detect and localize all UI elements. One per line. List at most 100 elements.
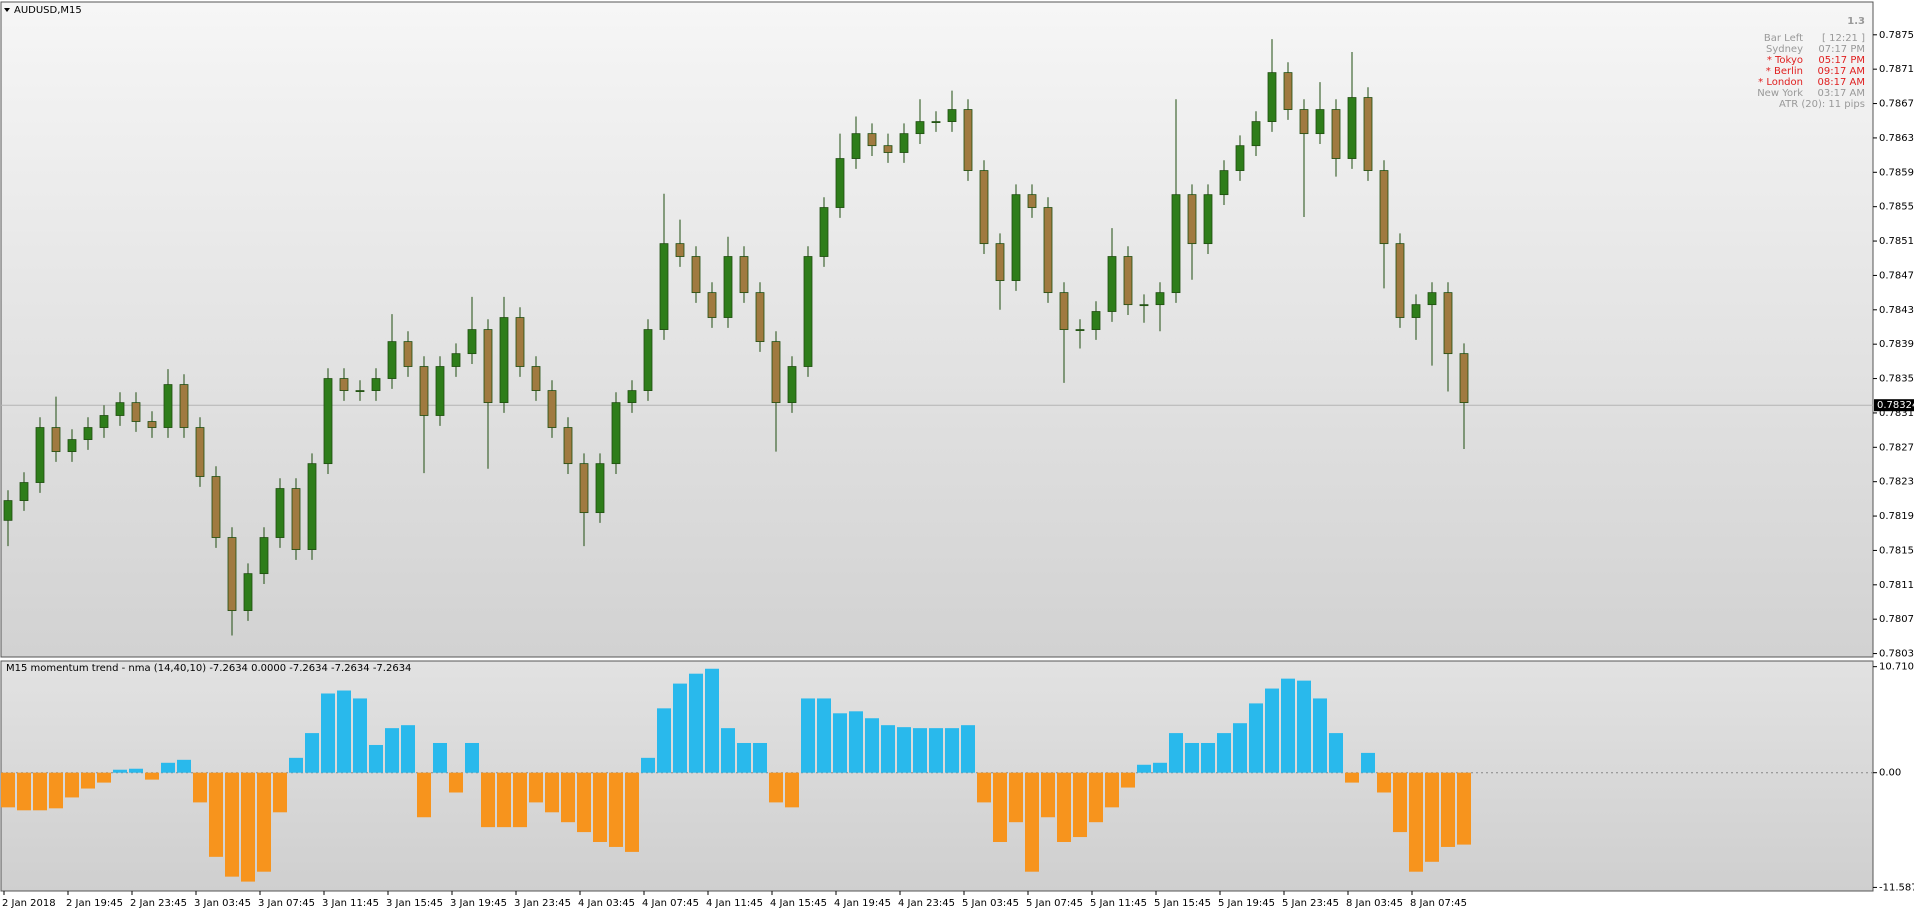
histogram-bar	[769, 772, 783, 803]
histogram-bar	[353, 698, 367, 773]
histogram-bar	[1265, 688, 1279, 773]
candle-body	[1331, 109, 1341, 159]
x-tick-label: 2 Jan 19:45	[66, 898, 123, 909]
candle-body	[195, 427, 205, 477]
histogram-bar	[241, 772, 255, 882]
candle-body	[979, 170, 989, 245]
menu-arrow[interactable]	[4, 8, 10, 12]
histogram-bar	[593, 772, 607, 842]
candle-body	[403, 341, 413, 367]
indicator-panel	[0, 660, 1874, 892]
histogram-bar	[577, 772, 591, 833]
candle-body	[147, 421, 157, 428]
histogram-bar	[1153, 762, 1167, 773]
histogram-bar	[49, 772, 63, 809]
candle-body	[355, 390, 365, 392]
info-value: 03:17 AM	[1818, 88, 1865, 99]
histogram-bar	[1249, 703, 1263, 773]
x-tick-label: 5 Jan 23:45	[1282, 898, 1339, 909]
histogram-bar	[273, 772, 287, 813]
candle-body	[771, 341, 781, 404]
main-panel	[0, 1, 1874, 658]
histogram-bar	[225, 772, 239, 877]
candle-body	[435, 366, 445, 416]
y-tick-label: 0.78715	[1879, 64, 1914, 75]
histogram-bar	[785, 772, 799, 808]
histogram-bar	[1393, 772, 1407, 833]
candle-body	[51, 427, 61, 453]
histogram-bar	[1073, 772, 1087, 838]
histogram-bar	[449, 772, 463, 793]
y-tick-label: -11.5872	[1879, 882, 1914, 893]
info-panel: 1.3 Bar Left [ 12:21 ] Sydney 07:17 PM * Toky…	[1757, 16, 1865, 110]
y-tick-label: 0.78395	[1879, 339, 1914, 350]
candle-body	[1395, 243, 1405, 318]
candle-body	[1267, 72, 1277, 122]
histogram-bar	[1009, 772, 1023, 823]
histogram-bar	[993, 772, 1007, 842]
candle-body	[3, 500, 13, 521]
candle-body	[803, 256, 813, 367]
candle-body	[467, 329, 477, 355]
candle-body	[1235, 145, 1245, 171]
candle-body	[1043, 207, 1053, 294]
candle-body	[419, 366, 429, 416]
histogram-bar	[145, 772, 159, 780]
histogram-bar	[1089, 772, 1103, 823]
candle-body	[963, 109, 973, 171]
candle-body	[1347, 97, 1357, 159]
candle-body	[67, 439, 77, 453]
candle-body	[275, 488, 285, 538]
candle-body	[115, 402, 125, 416]
candle-body	[563, 427, 573, 465]
histogram-bar	[1457, 772, 1471, 845]
y-tick-label: 0.78275	[1879, 442, 1914, 453]
candle-body	[883, 145, 893, 153]
y-tick-label: 0.78155	[1879, 545, 1914, 556]
histogram-bar	[1377, 772, 1391, 793]
candle-body	[323, 378, 333, 465]
x-tick-label: 3 Jan 07:45	[258, 898, 315, 909]
histogram-bar	[129, 768, 143, 773]
x-tick-label: 8 Jan 07:45	[1410, 898, 1467, 909]
histogram-bar	[33, 772, 47, 811]
candle-body	[1459, 353, 1469, 404]
candle-body	[547, 390, 557, 428]
histogram-bar	[417, 772, 431, 818]
histogram-bar	[1057, 772, 1071, 842]
candle-body	[1443, 292, 1453, 355]
x-tick-label: 4 Jan 15:45	[770, 898, 827, 909]
y-tick-label: 0.78435	[1879, 305, 1914, 316]
info-label: * Berlin	[1766, 66, 1803, 77]
candle-body	[755, 292, 765, 343]
histogram-bar	[161, 762, 175, 773]
info-value: 07:17 PM	[1818, 44, 1865, 55]
histogram-bar	[1185, 742, 1199, 773]
histogram-bar	[1137, 764, 1151, 773]
candle-body	[483, 329, 493, 404]
histogram-bar	[1041, 772, 1055, 818]
histogram-bar	[961, 725, 975, 773]
candle-body	[371, 378, 381, 391]
histogram-bar	[897, 727, 911, 773]
candle-body	[99, 415, 109, 428]
histogram-bar	[465, 742, 479, 773]
candle-body	[611, 402, 621, 465]
candle-body	[387, 341, 397, 379]
x-tick-label: 3 Jan 11:45	[322, 898, 379, 909]
x-tick-label: 5 Jan 11:45	[1090, 898, 1147, 909]
candle-body	[723, 256, 733, 318]
info-label: * London	[1758, 77, 1803, 88]
histogram-bar	[385, 728, 399, 773]
histogram-bar	[721, 728, 735, 773]
candle-body	[1379, 170, 1389, 245]
histogram-bar	[641, 757, 655, 773]
histogram-bar	[977, 772, 991, 803]
histogram-bar	[337, 690, 351, 773]
histogram-bar	[513, 772, 527, 828]
y-tick-label: 0.78555	[1879, 202, 1914, 213]
histogram-bar	[497, 772, 511, 828]
info-value: 05:17 PM	[1818, 55, 1865, 66]
x-tick-label: 3 Jan 15:45	[386, 898, 443, 909]
histogram-bar	[1409, 772, 1423, 872]
